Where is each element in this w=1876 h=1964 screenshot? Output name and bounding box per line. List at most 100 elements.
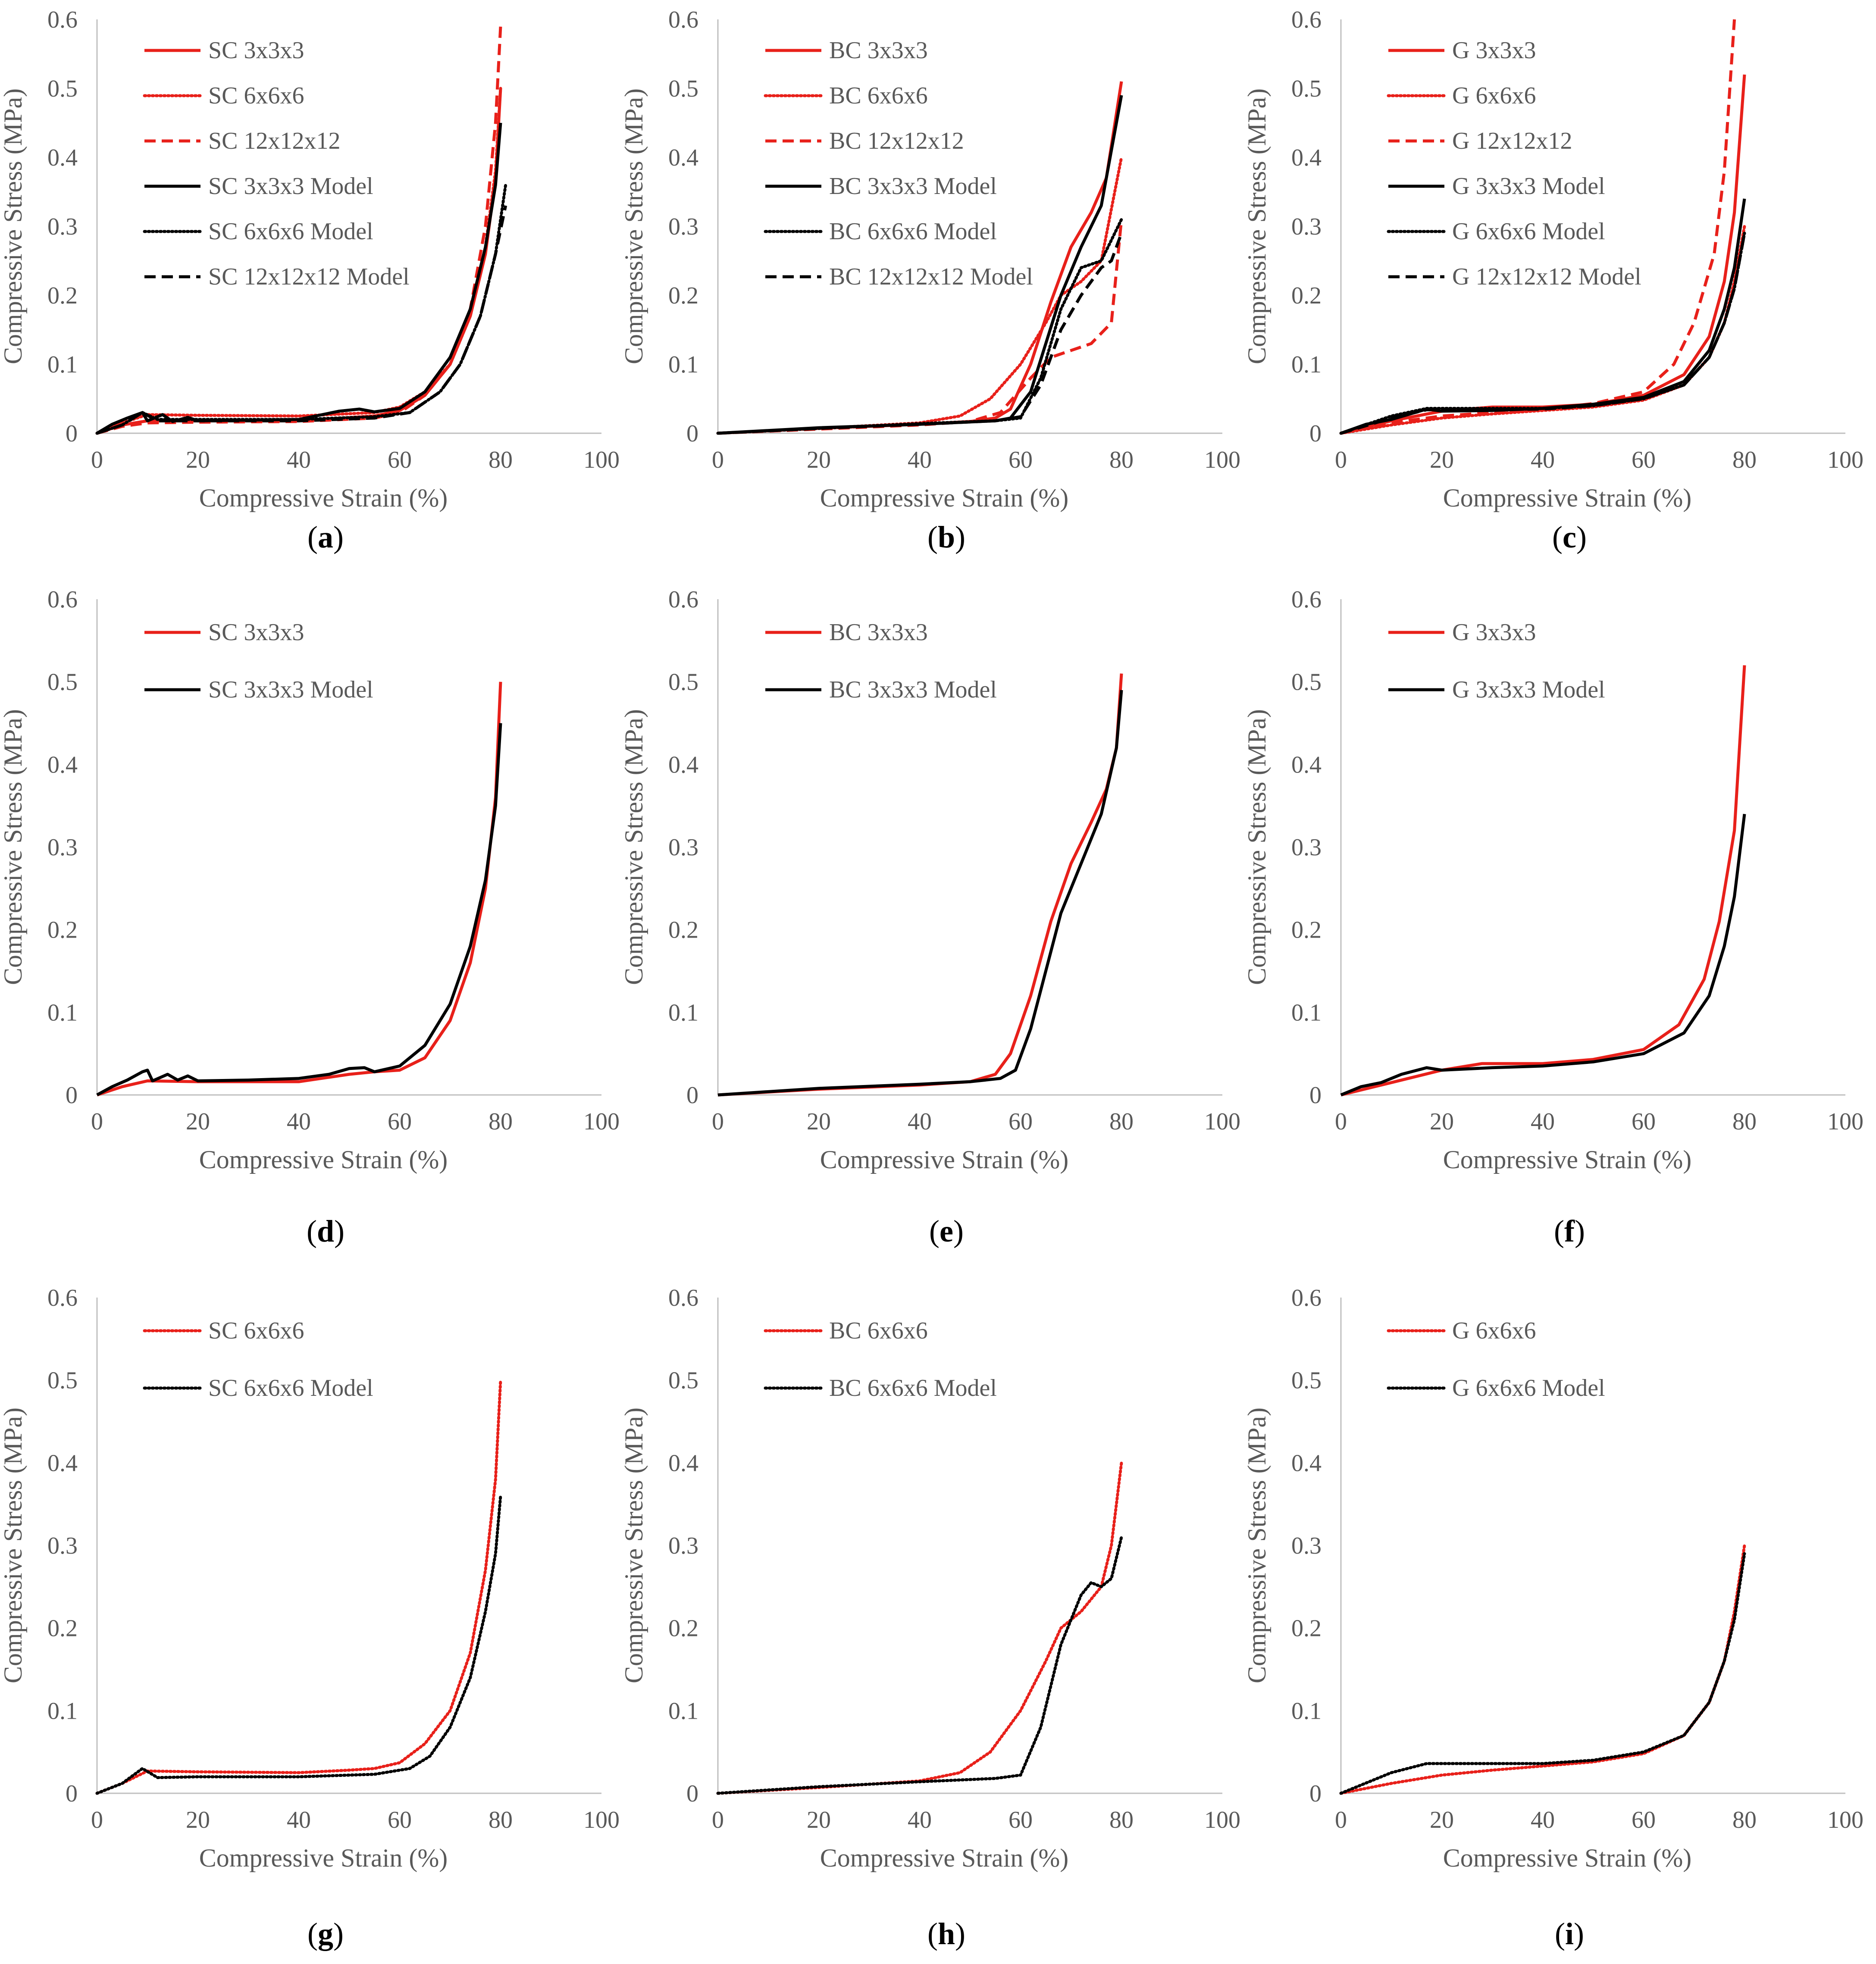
y-tick-label: 0.4 — [1291, 144, 1322, 171]
x-tick-label: 60 — [1632, 1108, 1656, 1135]
x-tick-label: 80 — [1109, 1807, 1134, 1833]
series-line — [95, 1494, 502, 1795]
chart-f: 0 20 40 60 80 100 0 0.1 0.2 0.3 0.4 0.5 0.6 Compressi… — [1243, 586, 1863, 1248]
y-tick-label: 0 — [66, 1780, 78, 1807]
series-line — [1339, 1552, 1746, 1795]
y-tick-label: 0.4 — [47, 1450, 78, 1476]
y-tick-label: 0.4 — [668, 1450, 698, 1476]
y-tick-label: 0.6 — [1291, 1285, 1322, 1311]
y-tick-label: 0.4 — [668, 144, 698, 171]
legend-label: BC 3x3x3 — [829, 37, 928, 64]
y-tick-label: 0.2 — [1291, 282, 1322, 309]
x-tick-label: 20 — [1430, 1108, 1454, 1135]
legend-label: BC 3x3x3 — [829, 619, 928, 646]
y-tick-label: 0 — [66, 420, 78, 447]
series-line — [716, 1536, 1123, 1795]
x-tick-label: 100 — [583, 1108, 620, 1135]
chart-g: 0 20 40 60 80 100 0 0.1 0.2 0.3 0.4 0.5 0.6 Compressi… — [0, 1285, 620, 1951]
legend-label: BC 6x6x6 — [829, 82, 928, 109]
x-tick-label: 100 — [1827, 1108, 1863, 1135]
x-tick-label: 80 — [1732, 1807, 1757, 1833]
y-tick-label: 0.5 — [1291, 1367, 1322, 1394]
legend-label: BC 6x6x6 Model — [829, 1375, 997, 1401]
x-tick-label: 100 — [583, 1807, 620, 1833]
x-tick-label: 100 — [1204, 1108, 1240, 1135]
x-tick-label: 0 — [1335, 447, 1347, 473]
series-line — [1340, 233, 1746, 435]
x-tick-label: 80 — [489, 1108, 513, 1135]
y-tick-label: 0.5 — [668, 75, 698, 102]
x-tick-label: 80 — [489, 447, 513, 473]
y-axis-label: Compressive Stress (MPa) — [0, 88, 27, 364]
x-tick-label: 60 — [1008, 1807, 1033, 1833]
x-tick-label: 0 — [91, 447, 103, 473]
y-tick-label: 0.4 — [47, 144, 78, 171]
y-tick-label: 0 — [1309, 420, 1322, 447]
x-tick-label: 80 — [1109, 447, 1134, 473]
y-axis-label: Compressive Stress (MPa) — [1243, 88, 1271, 364]
legend-label: SC 3x3x3 — [208, 619, 304, 646]
x-axis-label: Compressive Strain (%) — [820, 1844, 1069, 1872]
y-axis-label: Compressive Stress (MPa) — [620, 1407, 648, 1683]
legend-label: G 6x6x6 — [1452, 82, 1536, 109]
x-tick-label: 60 — [1008, 447, 1033, 473]
legend-label: BC 6x6x6 — [829, 1317, 928, 1344]
y-tick-label: 0.6 — [668, 6, 698, 33]
x-tick-label: 60 — [388, 1807, 412, 1833]
series-line — [1340, 19, 1736, 435]
x-tick-label: 20 — [186, 1108, 210, 1135]
series-line — [96, 682, 502, 1097]
y-axis-label: Compressive Stress (MPa) — [620, 88, 648, 364]
legend-label: SC 3x3x3 Model — [208, 676, 373, 703]
series-line — [1340, 813, 1746, 1097]
legend-label: SC 6x6x6 — [208, 82, 304, 109]
y-tick-label: 0.3 — [1291, 834, 1322, 861]
y-tick-label: 0.3 — [668, 1532, 698, 1559]
x-tick-label: 40 — [287, 447, 311, 473]
y-tick-label: 0.6 — [668, 586, 698, 613]
y-axis-label: Compressive Stress (MPa) — [0, 709, 27, 985]
x-tick-label: 100 — [1204, 447, 1240, 473]
series-line — [1339, 225, 1746, 435]
y-tick-label: 0 — [1309, 1082, 1322, 1109]
x-tick-label: 60 — [388, 1108, 412, 1135]
legend-label: SC 12x12x12 — [208, 128, 341, 154]
y-tick-label: 0.3 — [1291, 213, 1322, 240]
x-tick-label: 60 — [1632, 1807, 1656, 1833]
panel-caption: (a) — [307, 520, 344, 554]
x-axis-label: Compressive Strain (%) — [820, 1145, 1069, 1174]
series-line — [716, 1461, 1123, 1795]
legend-label: G 3x3x3 Model — [1452, 676, 1605, 703]
x-tick-label: 40 — [908, 1807, 932, 1833]
x-axis-label: Compressive Strain (%) — [1443, 1145, 1692, 1174]
series-line — [96, 723, 502, 1097]
y-tick-label: 0.2 — [668, 282, 698, 309]
x-tick-label: 0 — [712, 447, 724, 473]
series-line — [95, 1379, 502, 1795]
y-axis-label: Compressive Stress (MPa) — [1243, 709, 1271, 985]
y-tick-label: 0.5 — [668, 669, 698, 696]
chart-a: 0 20 40 60 80 100 0 0.1 0.2 0.3 0.4 0.5 0.6 Compressi… — [0, 6, 620, 554]
y-tick-label: 0.4 — [1291, 751, 1322, 778]
y-tick-label: 0.1 — [47, 1698, 78, 1724]
legend-label: BC 12x12x12 Model — [829, 263, 1033, 290]
x-tick-label: 80 — [1109, 1108, 1134, 1135]
legend-label: G 6x6x6 Model — [1452, 1375, 1605, 1401]
y-tick-label: 0.1 — [1291, 351, 1322, 378]
x-tick-label: 40 — [1531, 1108, 1555, 1135]
x-tick-label: 80 — [1732, 447, 1757, 473]
y-tick-label: 0.6 — [47, 586, 78, 613]
x-tick-label: 0 — [712, 1108, 724, 1135]
legend-label: G 3x3x3 — [1452, 619, 1536, 646]
x-tick-label: 100 — [1827, 447, 1863, 473]
chart-d: 0 20 40 60 80 100 0 0.1 0.2 0.3 0.4 0.5 0.6 Compressi… — [0, 586, 620, 1248]
x-tick-label: 40 — [287, 1108, 311, 1135]
x-axis-label: Compressive Strain (%) — [1443, 1844, 1692, 1872]
x-tick-label: 40 — [287, 1807, 311, 1833]
y-tick-label: 0 — [1309, 1780, 1322, 1807]
y-tick-label: 0.1 — [668, 999, 698, 1026]
x-tick-label: 20 — [186, 1807, 210, 1833]
y-tick-label: 0.5 — [47, 669, 78, 696]
y-tick-label: 0.4 — [47, 751, 78, 778]
legend-label: SC 12x12x12 Model — [208, 263, 410, 290]
